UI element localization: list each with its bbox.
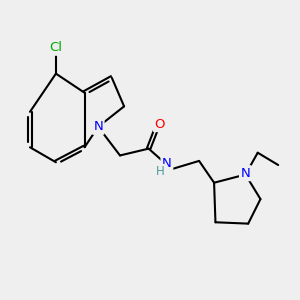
Text: N: N [162,157,172,169]
Text: O: O [154,118,165,130]
Text: H: H [156,165,165,178]
Text: N: N [241,167,250,180]
Text: N: N [93,120,103,133]
Text: Cl: Cl [50,41,62,54]
